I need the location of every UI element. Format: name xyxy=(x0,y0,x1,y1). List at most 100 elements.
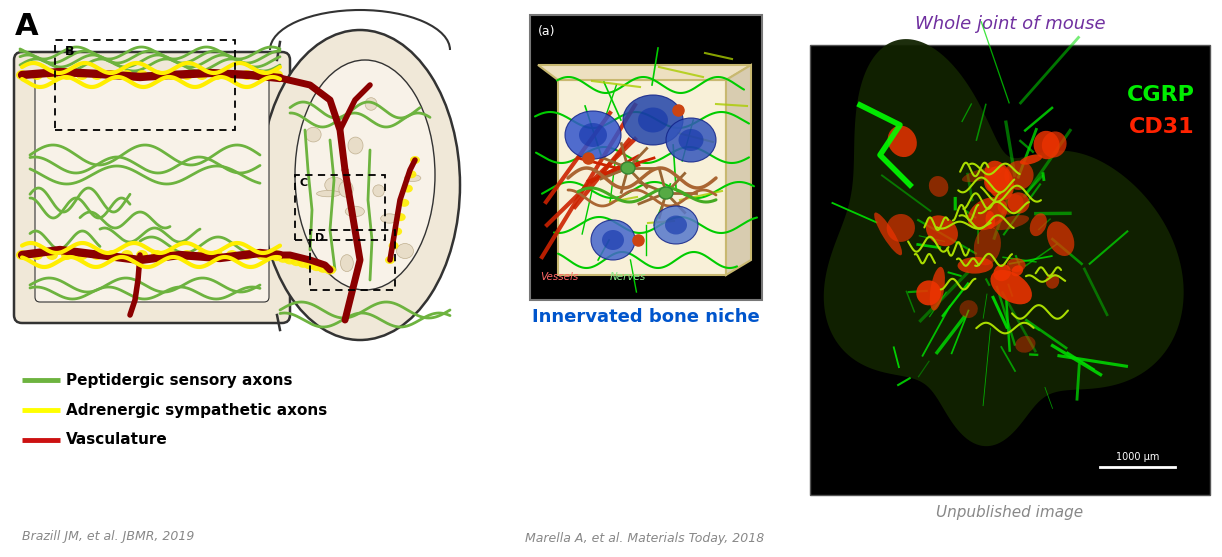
Ellipse shape xyxy=(325,177,345,193)
Ellipse shape xyxy=(404,175,420,182)
Ellipse shape xyxy=(397,243,413,258)
Ellipse shape xyxy=(984,166,1009,193)
Ellipse shape xyxy=(241,70,253,80)
Ellipse shape xyxy=(997,194,1024,214)
Ellipse shape xyxy=(76,250,88,260)
Text: Whole joint of mouse: Whole joint of mouse xyxy=(915,15,1106,33)
Ellipse shape xyxy=(291,257,303,266)
Ellipse shape xyxy=(297,259,309,268)
Ellipse shape xyxy=(654,206,698,244)
Ellipse shape xyxy=(310,262,323,271)
Ellipse shape xyxy=(407,170,417,178)
Ellipse shape xyxy=(46,250,57,260)
Ellipse shape xyxy=(16,250,28,260)
Text: Vasculature: Vasculature xyxy=(66,432,167,447)
Text: Vessels: Vessels xyxy=(540,272,578,282)
Text: Marella A, et al. Materials Today, 2018: Marella A, et al. Materials Today, 2018 xyxy=(525,532,764,545)
Ellipse shape xyxy=(346,206,364,217)
Ellipse shape xyxy=(985,211,995,229)
Ellipse shape xyxy=(929,176,948,197)
Ellipse shape xyxy=(304,261,316,270)
Bar xyxy=(295,175,385,240)
Ellipse shape xyxy=(959,300,978,318)
Text: A: A xyxy=(15,12,39,41)
Ellipse shape xyxy=(887,126,916,157)
Ellipse shape xyxy=(106,250,119,260)
Bar xyxy=(558,80,726,275)
Ellipse shape xyxy=(411,156,420,164)
Ellipse shape xyxy=(121,70,133,80)
Ellipse shape xyxy=(991,270,1031,304)
Ellipse shape xyxy=(887,214,915,242)
Ellipse shape xyxy=(1034,131,1059,159)
Ellipse shape xyxy=(874,212,902,255)
Ellipse shape xyxy=(1046,273,1059,289)
Ellipse shape xyxy=(968,197,1007,230)
Ellipse shape xyxy=(226,70,238,80)
Ellipse shape xyxy=(1020,154,1042,165)
Ellipse shape xyxy=(271,70,284,80)
Ellipse shape xyxy=(984,161,1014,200)
Ellipse shape xyxy=(264,251,276,260)
Ellipse shape xyxy=(196,250,208,260)
Ellipse shape xyxy=(621,162,635,174)
Ellipse shape xyxy=(591,220,635,260)
Text: 1000 μm: 1000 μm xyxy=(1116,452,1160,462)
Ellipse shape xyxy=(381,214,398,223)
Bar xyxy=(310,230,395,290)
Ellipse shape xyxy=(61,250,73,260)
Ellipse shape xyxy=(926,216,958,246)
Ellipse shape xyxy=(659,187,673,199)
Text: Nerves: Nerves xyxy=(610,272,646,282)
Ellipse shape xyxy=(1008,192,1029,213)
Ellipse shape xyxy=(295,60,435,290)
Text: Unpublished image: Unpublished image xyxy=(936,505,1084,520)
Polygon shape xyxy=(538,65,752,80)
Ellipse shape xyxy=(152,70,163,80)
Ellipse shape xyxy=(31,70,43,80)
Ellipse shape xyxy=(916,280,941,305)
Text: (a): (a) xyxy=(538,25,556,38)
Ellipse shape xyxy=(90,250,103,260)
Ellipse shape xyxy=(1015,336,1035,353)
Ellipse shape xyxy=(962,167,1003,182)
Ellipse shape xyxy=(136,250,148,260)
Text: CD31: CD31 xyxy=(1129,117,1195,137)
Ellipse shape xyxy=(166,250,178,260)
Ellipse shape xyxy=(1042,131,1067,158)
Ellipse shape xyxy=(316,190,341,197)
Ellipse shape xyxy=(665,216,687,234)
FancyBboxPatch shape xyxy=(35,73,269,302)
Ellipse shape xyxy=(930,267,945,311)
Ellipse shape xyxy=(121,250,133,260)
Ellipse shape xyxy=(373,185,385,197)
Ellipse shape xyxy=(348,137,363,154)
Ellipse shape xyxy=(1007,258,1025,272)
Text: CGRP: CGRP xyxy=(1127,85,1195,105)
Ellipse shape xyxy=(255,250,268,260)
Ellipse shape xyxy=(974,227,1001,265)
Text: Adrenergic sympathetic axons: Adrenergic sympathetic axons xyxy=(66,403,327,418)
Ellipse shape xyxy=(392,227,402,236)
Ellipse shape xyxy=(76,70,88,80)
Ellipse shape xyxy=(1012,265,1023,276)
Ellipse shape xyxy=(666,118,716,162)
Ellipse shape xyxy=(61,70,73,80)
Ellipse shape xyxy=(389,242,398,250)
Ellipse shape xyxy=(306,127,321,142)
Ellipse shape xyxy=(1004,160,1034,190)
Ellipse shape xyxy=(16,70,28,80)
Ellipse shape xyxy=(385,256,395,264)
Ellipse shape xyxy=(106,70,119,80)
Text: Innervated bone niche: Innervated bone niche xyxy=(532,308,760,326)
Ellipse shape xyxy=(211,250,222,260)
Ellipse shape xyxy=(318,264,330,273)
Ellipse shape xyxy=(579,123,607,147)
Ellipse shape xyxy=(255,70,268,80)
Ellipse shape xyxy=(196,70,208,80)
Ellipse shape xyxy=(365,97,378,110)
Ellipse shape xyxy=(638,108,668,133)
Ellipse shape xyxy=(181,250,193,260)
Ellipse shape xyxy=(181,70,193,80)
Ellipse shape xyxy=(241,250,253,260)
